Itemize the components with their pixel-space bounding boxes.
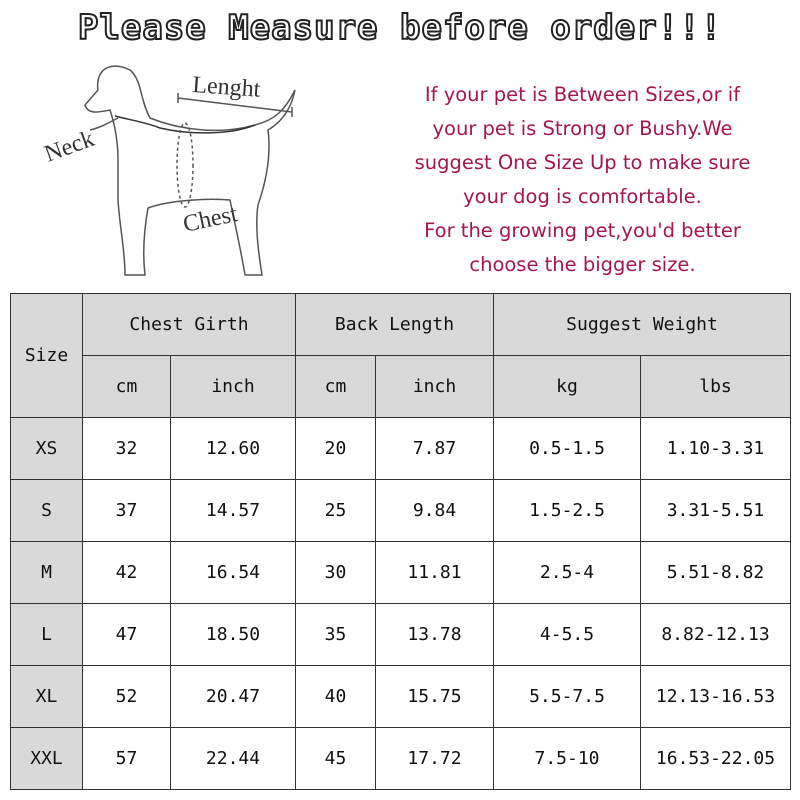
neck-label: Neck	[41, 126, 97, 168]
dog-outline-icon	[84, 65, 296, 276]
chest-girth-header: Chest Girth	[82, 293, 296, 356]
table-cell: 5.5-7.5	[493, 665, 641, 728]
table-cell: 2.5-4	[493, 541, 641, 604]
advice-line: your dog is comfortable.	[463, 185, 702, 208]
table-cell: 0.5-1.5	[493, 417, 641, 480]
size-cell: L	[10, 603, 83, 666]
suggest-weight-header: Suggest Weight	[493, 293, 791, 356]
table-cell: 20	[295, 417, 376, 480]
table-cell: 18.50	[170, 603, 296, 666]
table-cell: 30	[295, 541, 376, 604]
table-cell: 16.53-22.05	[640, 727, 791, 790]
table-cell: 12.60	[170, 417, 296, 480]
size-cell: XS	[10, 417, 83, 480]
table-cell: 5.51-8.82	[640, 541, 791, 604]
table-cell: 35	[295, 603, 376, 666]
size-cell: XXL	[10, 727, 83, 790]
table-cell: 47	[82, 603, 171, 666]
unit-header: cm	[82, 355, 171, 418]
table-cell: 52	[82, 665, 171, 728]
table-cell: 11.81	[375, 541, 494, 604]
advice-line: suggest One Size Up to make sure	[414, 151, 751, 174]
table-cell: 57	[82, 727, 171, 790]
unit-header: kg	[493, 355, 641, 418]
group-header-row: Size Chest Girth Back Length Suggest Wei…	[10, 293, 791, 418]
table-cell: 22.44	[170, 727, 296, 790]
table-cell: 13.78	[375, 603, 494, 666]
unit-header: inch	[170, 355, 296, 418]
table-cell: 9.84	[375, 479, 494, 542]
table-cell: 4-5.5	[493, 603, 641, 666]
length-label: Lenght	[192, 72, 262, 103]
table-cell: 17.72	[375, 727, 494, 790]
advice-line: choose the bigger size.	[469, 253, 696, 276]
table-row: XS 32 12.60 20 7.87 0.5-1.5 1.10-3.31	[10, 417, 791, 480]
table-row: M 42 16.54 30 11.81 2.5-4 5.51-8.82	[10, 541, 791, 604]
size-cell: S	[10, 479, 83, 542]
size-cell: XL	[10, 665, 83, 728]
table-cell: 7.5-10	[493, 727, 641, 790]
table-cell: 14.57	[170, 479, 296, 542]
table-cell: 16.54	[170, 541, 296, 604]
table-cell: 3.31-5.51	[640, 479, 791, 542]
unit-header: inch	[375, 355, 494, 418]
table-cell: 45	[295, 727, 376, 790]
table-cell: 37	[82, 479, 171, 542]
sizing-advice: If your pet is Between Sizes,or if your …	[395, 78, 770, 282]
back-length-header: Back Length	[295, 293, 494, 356]
table-cell: 15.75	[375, 665, 494, 728]
table-row: XL 52 20.47 40 15.75 5.5-7.5 12.13-16.53	[10, 665, 791, 728]
size-header: Size	[10, 293, 83, 418]
table-cell: 40	[295, 665, 376, 728]
advice-line: If your pet is Between Sizes,or if	[424, 83, 741, 106]
size-cell: M	[10, 541, 83, 604]
page-title: Please Measure before order!!!	[77, 7, 723, 49]
table-cell: 20.47	[170, 665, 296, 728]
dog-measurement-diagram: Lenght Neck Chest	[41, 65, 296, 276]
table-cell: 12.13-16.53	[640, 665, 791, 728]
unit-header: lbs	[640, 355, 791, 418]
unit-header: cm	[295, 355, 376, 418]
table-cell: 25	[295, 479, 376, 542]
table-cell: 42	[82, 541, 171, 604]
table-row: S 37 14.57 25 9.84 1.5-2.5 3.31-5.51	[10, 479, 791, 542]
chest-label: Chest	[181, 201, 240, 238]
advice-line: For the growing pet,you'd better	[424, 219, 741, 242]
table-cell: 1.5-2.5	[493, 479, 641, 542]
table-cell: 1.10-3.31	[640, 417, 791, 480]
unit-header-row: cm inch cm inch kg lbs	[11, 355, 791, 418]
size-chart-table: Size Chest Girth Back Length Suggest Wei…	[10, 293, 791, 790]
table-row: XXL 57 22.44 45 17.72 7.5-10 16.53-22.05	[10, 727, 791, 790]
table-cell: 7.87	[375, 417, 494, 480]
table-cell: 8.82-12.13	[640, 603, 791, 666]
table-row: L 47 18.50 35 13.78 4-5.5 8.82-12.13	[10, 603, 791, 666]
advice-line: your pet is Strong or Bushy.We	[432, 117, 733, 140]
table-cell: 32	[82, 417, 171, 480]
